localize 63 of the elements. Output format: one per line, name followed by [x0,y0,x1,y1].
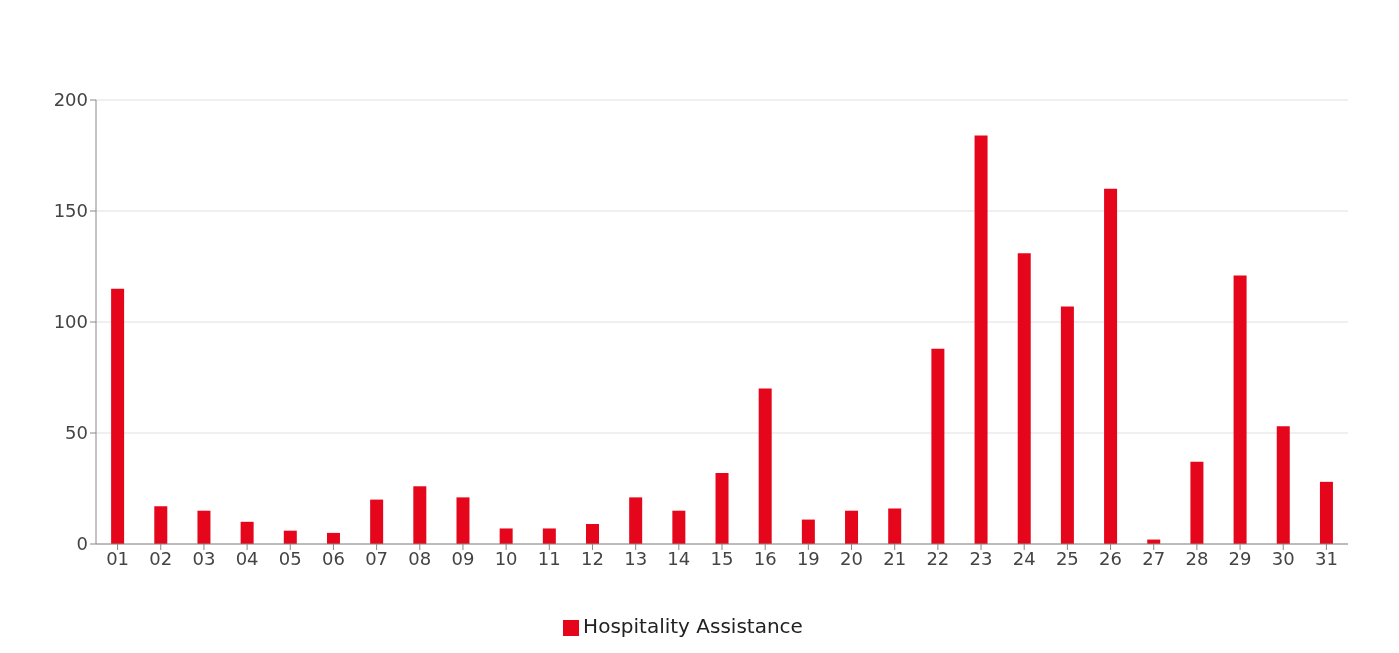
bar [715,472,729,544]
x-tick-label: 11 [537,547,561,569]
y-tick-label: 200 [53,89,88,111]
x-tick-label: 12 [581,547,604,569]
x-tick-label: 04 [235,547,259,569]
x-tick-label: 05 [278,547,302,569]
x-tick-label: 30 [1271,547,1295,569]
bar [1276,426,1290,544]
x-tick-label: 15 [710,547,734,569]
x-tick-label: 10 [494,547,518,569]
bar [154,506,168,544]
bar [240,521,254,544]
x-tick-label: 13 [624,547,648,569]
x-tick-label: 19 [796,547,820,569]
bar [845,510,859,544]
bar [629,497,643,544]
bar [283,530,297,544]
bar [456,497,470,544]
x-tick-label: 23 [969,547,993,569]
x-tick-label: 31 [1314,547,1338,569]
bar [1104,188,1118,544]
x-tick-label: 06 [322,547,345,569]
x-tick-label: 21 [883,547,907,569]
bar [1190,461,1204,544]
x-tick-label: 27 [1142,547,1166,569]
bar [974,135,988,544]
legend-label: Hospitality Assistance [583,614,803,638]
bar [888,508,902,544]
bar [1060,306,1074,544]
x-tick-label: 02 [149,547,173,569]
y-tick-label: 100 [53,311,88,333]
bar [1017,253,1031,544]
x-tick-label: 07 [365,547,389,569]
bar [931,348,945,544]
y-tick-label: 50 [65,422,88,444]
bar [499,528,513,544]
x-tick-label: 20 [840,547,863,569]
bar [586,524,600,544]
x-tick-label: 03 [192,547,216,569]
bar [542,528,556,544]
x-tick-label: 28 [1185,547,1209,569]
x-tick-label: 01 [106,547,130,569]
x-tick-label: 09 [451,547,475,569]
bar [1319,481,1333,544]
bar [1233,275,1247,544]
x-tick-label: 08 [408,547,432,569]
bar [197,510,211,544]
bar [801,519,815,544]
bar [413,486,427,544]
bar [111,288,125,544]
bar [672,510,686,544]
x-tick-label: 16 [753,547,777,569]
x-tick-label: 22 [926,547,950,569]
y-tick-label: 150 [53,200,88,222]
x-tick-label: 29 [1228,547,1252,569]
x-tick-label: 25 [1055,547,1079,569]
x-tick-label: 14 [667,547,691,569]
x-tick-label: 26 [1099,547,1122,569]
bar [326,532,340,544]
x-tick-label: 24 [1012,547,1036,569]
bar [758,388,772,544]
y-tick-label: 0 [76,533,88,555]
bar [370,499,384,544]
